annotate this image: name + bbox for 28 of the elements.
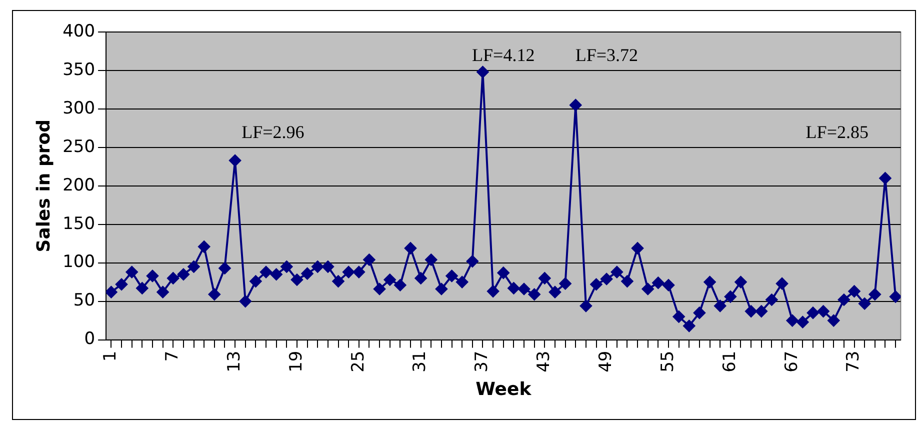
y-tick-label: 150 [62,214,96,234]
x-axis-title: Week [476,378,532,400]
x-tick-label: 61 [720,350,740,372]
annotation: LF=3.72 [575,45,638,66]
y-axis-title: Sales in prod [33,120,54,252]
x-tick-label: 19 [286,350,306,372]
y-tick-label: 350 [62,60,96,80]
x-tick-label: 73 [844,350,864,372]
y-tick-label: 200 [62,175,96,196]
y-tick-label: 300 [62,98,96,118]
y-tick-label: 50 [73,290,96,311]
annotation: LF=2.85 [806,122,868,142]
annotation: LF=2.96 [242,122,304,142]
x-tick-label: 49 [596,350,616,372]
x-tick-label: 1 [100,350,121,362]
annotation: LF=4.12 [472,45,535,66]
x-tick-label: 67 [782,350,802,372]
y-tick-label: 100 [62,252,96,272]
y-tick-label: 400 [62,21,96,42]
x-tick-label: 25 [348,350,368,372]
y-tick-label: 250 [62,136,96,157]
x-tick-label: 13 [224,350,244,372]
x-tick-label: 31 [410,350,430,372]
x-tick-label: 55 [658,350,678,372]
x-tick-label: 43 [534,350,554,372]
x-tick-label: 37 [472,350,492,372]
y-tick-label: 0 [84,329,96,350]
x-tick-label: 7 [162,350,183,362]
